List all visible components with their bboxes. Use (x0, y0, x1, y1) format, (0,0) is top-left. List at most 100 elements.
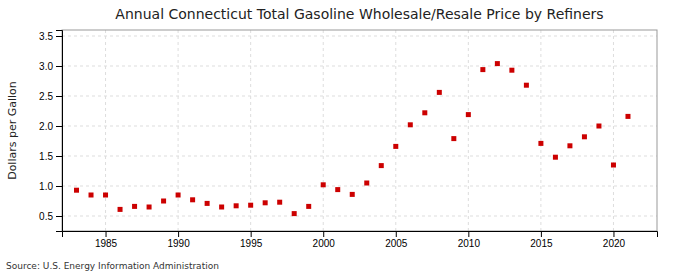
point (437, 90, 442, 95)
chart-svg: 1985 1990 1995 2000 2005 2010 2015 2020 0.5 1.0 1.… (0, 0, 675, 275)
point (364, 181, 369, 186)
y-axis-tick-mark (56, 186, 62, 187)
y-axis-tick-mark (56, 96, 62, 97)
points (74, 61, 630, 216)
point (335, 187, 340, 192)
x-axis-tick-label: 2015 (530, 238, 553, 249)
grid-line-y (62, 66, 657, 67)
point (480, 67, 485, 72)
point (205, 201, 210, 206)
x-axis-tick: 2015 (530, 231, 553, 249)
point (466, 112, 471, 117)
point (263, 200, 268, 205)
y-axis-tick-label: 0.5 (39, 211, 53, 222)
grid-line-x (105, 30, 106, 231)
point (292, 211, 297, 216)
y-axis-tick-label: 2.0 (39, 121, 53, 132)
point (350, 192, 355, 197)
x-axis-tick-label: 2000 (313, 238, 336, 249)
grid-line-y (62, 216, 657, 217)
x-axis-tick: 2020 (603, 231, 626, 249)
point (379, 163, 384, 168)
grid-line-x (613, 30, 614, 231)
y-axis-tick: 1.5 (39, 151, 62, 162)
source-annotation: Source: U.S. Energy Information Administ… (6, 261, 219, 271)
point (509, 68, 514, 73)
x-axis: 1985 1990 1995 2000 2005 2010 2015 2020 (63, 231, 658, 249)
plot-frame (62, 30, 657, 231)
point (248, 203, 253, 208)
point (161, 199, 166, 204)
y-axis-tick: 1.0 (39, 181, 62, 192)
y-axis-domain (56, 31, 63, 232)
point (611, 163, 616, 168)
grid-line-y (62, 126, 657, 127)
y-axis-tick-mark (56, 36, 62, 37)
point (306, 204, 311, 209)
point (321, 182, 326, 187)
x-axis-tick-label: 2010 (458, 238, 481, 249)
point (451, 136, 456, 141)
point (234, 203, 239, 208)
point (553, 155, 558, 160)
x-axis-tick: 1990 (167, 231, 190, 249)
y-axis: 0.5 1.0 1.5 2.0 2.5 3.0 3.5 (39, 31, 62, 232)
point (582, 134, 587, 139)
grid-line-x (468, 30, 469, 231)
grid-line-y (62, 36, 657, 37)
x-axis-tick-label: 2020 (603, 238, 626, 249)
x-axis-tick: 1995 (240, 231, 263, 249)
point (132, 204, 137, 209)
y-axis-tick-label: 3.0 (39, 61, 53, 72)
y-axis-title: Dollars per Gallon (6, 81, 19, 180)
point (625, 114, 630, 119)
x-axis-tick: 2010 (458, 231, 481, 249)
grid (62, 30, 657, 231)
y-axis-tick-label: 1.5 (39, 151, 53, 162)
point (393, 144, 398, 149)
point (190, 197, 195, 202)
x-axis-tick: 2005 (385, 231, 408, 249)
point (567, 143, 572, 148)
point (495, 61, 500, 66)
chart-container: 1985 1990 1995 2000 2005 2010 2015 2020 0.5 1.0 1.… (0, 0, 675, 275)
y-axis-tick: 0.5 (39, 211, 62, 222)
x-axis-tick-mark (613, 231, 614, 237)
x-axis-tick-mark (468, 231, 469, 237)
x-axis-tick-mark (178, 231, 179, 237)
grid-line-x (178, 30, 179, 231)
y-axis-tick: 3.0 (39, 61, 62, 72)
grid-line-x (323, 30, 324, 231)
x-axis-tick-label: 2005 (385, 238, 408, 249)
grid-line-y (62, 186, 657, 187)
x-axis-tick: 1985 (95, 231, 118, 249)
point (596, 124, 601, 129)
x-axis-tick: 2000 (313, 231, 336, 249)
grid-line-x (250, 30, 251, 231)
y-axis-tick: 2.5 (39, 91, 62, 102)
x-axis-tick-label: 1985 (95, 238, 118, 249)
x-axis-tick-label: 1995 (240, 238, 263, 249)
point (89, 193, 94, 198)
grid-line-y (62, 156, 657, 157)
point (74, 188, 79, 193)
title: Annual Connecticut Total Gasoline Wholes… (115, 6, 603, 22)
point (277, 200, 282, 205)
point (524, 83, 529, 88)
point (538, 141, 543, 146)
point (103, 193, 108, 198)
x-axis-tick-mark (106, 231, 107, 237)
y-axis-tick-label: 1.0 (39, 181, 53, 192)
x-axis-tick-mark (323, 231, 324, 237)
x-axis-tick-mark (251, 231, 252, 237)
grid-line-x (540, 30, 541, 231)
y-axis-tick: 3.5 (39, 31, 62, 42)
plot-area: 1985 1990 1995 2000 2005 2010 2015 2020 0.5 1.0 1.… (39, 30, 657, 249)
x-axis-tick-mark (396, 231, 397, 237)
y-axis-tick-label: 2.5 (39, 91, 53, 102)
y-axis-tick: 2.0 (39, 121, 62, 132)
point (147, 205, 152, 210)
x-axis-domain (63, 232, 658, 238)
y-axis-tick-label: 3.5 (39, 31, 53, 42)
y-axis-tick-mark (56, 216, 62, 217)
